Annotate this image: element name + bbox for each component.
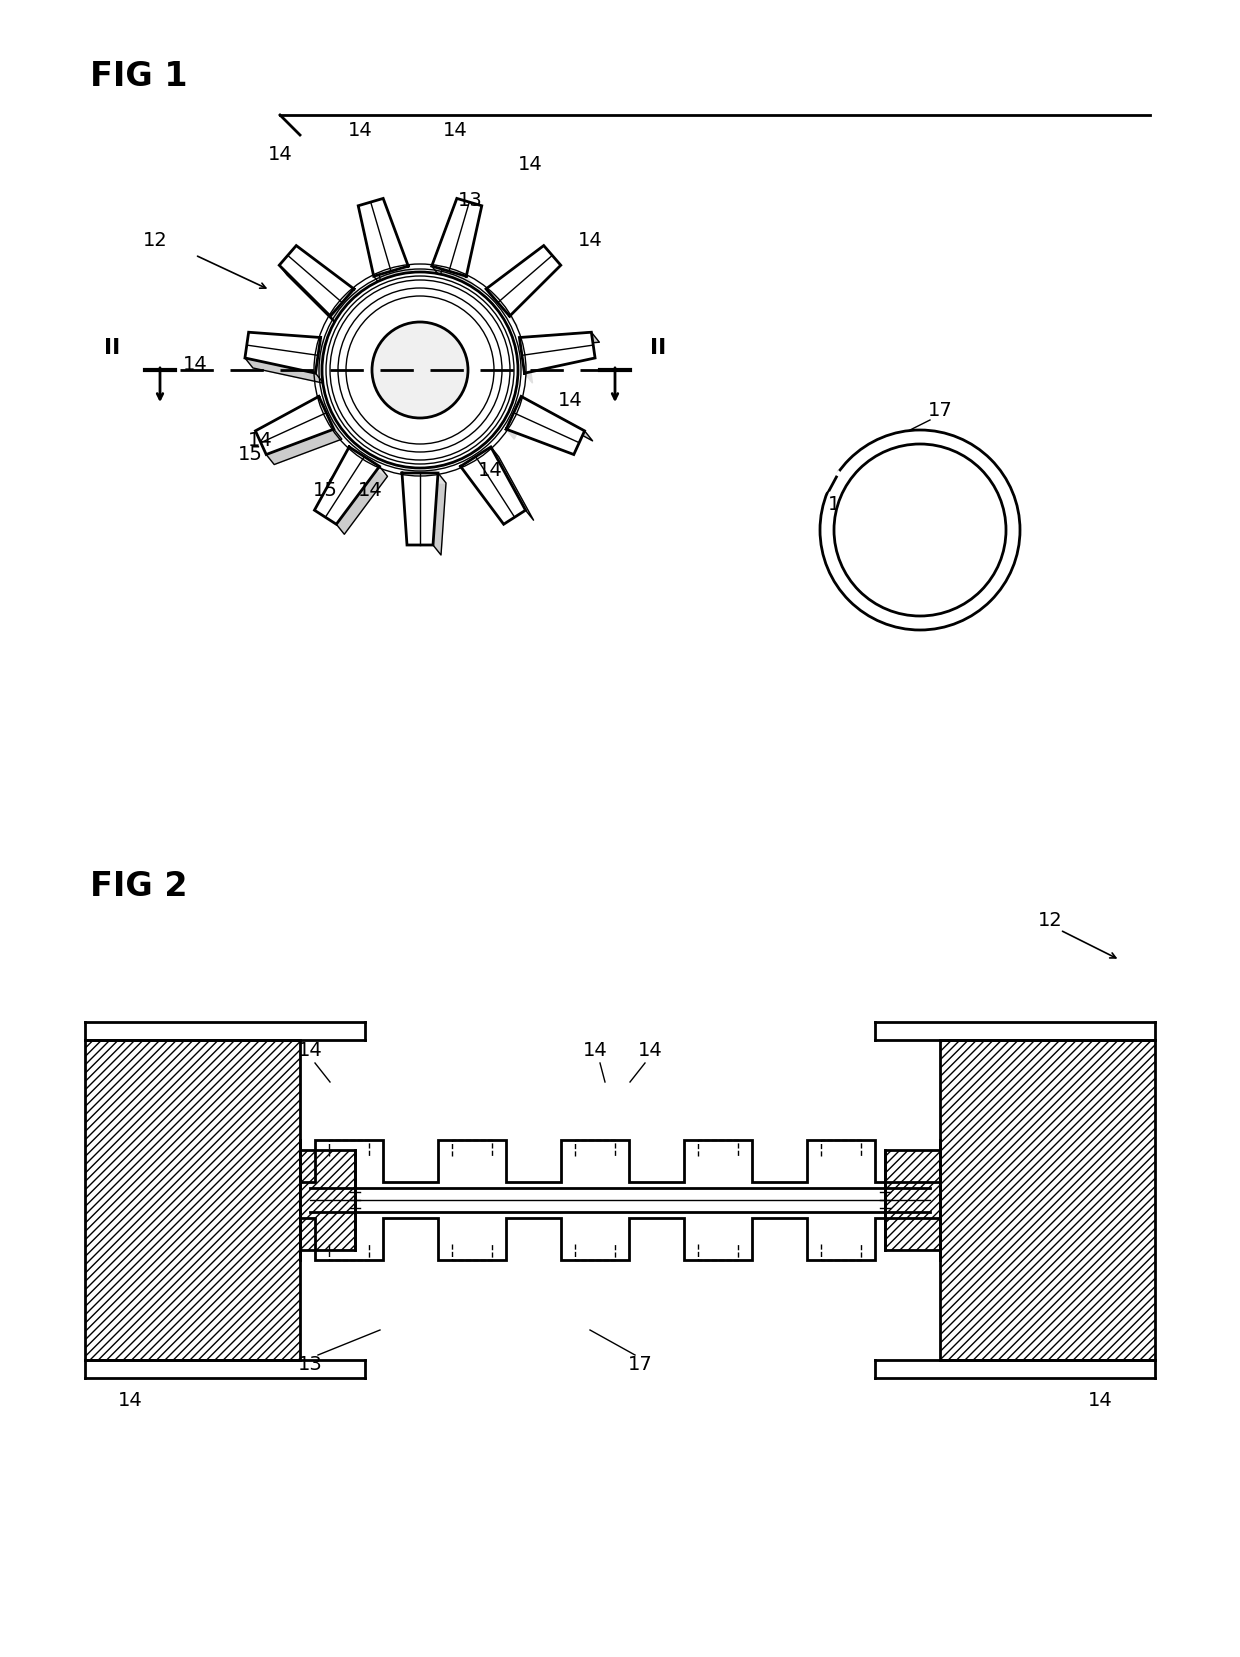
Text: 14: 14 bbox=[347, 121, 372, 139]
Polygon shape bbox=[358, 199, 408, 277]
Polygon shape bbox=[315, 447, 379, 524]
Text: 13: 13 bbox=[458, 191, 482, 209]
Text: 18: 18 bbox=[827, 495, 852, 515]
Bar bbox=[86, 1041, 300, 1360]
Polygon shape bbox=[432, 199, 465, 277]
Text: 14: 14 bbox=[182, 356, 207, 374]
Polygon shape bbox=[460, 447, 498, 476]
Polygon shape bbox=[350, 447, 387, 476]
Polygon shape bbox=[330, 288, 362, 326]
Text: 17: 17 bbox=[627, 1355, 652, 1375]
Circle shape bbox=[835, 444, 1006, 616]
Text: 16: 16 bbox=[438, 361, 463, 379]
Polygon shape bbox=[486, 288, 517, 326]
Text: 12: 12 bbox=[1038, 910, 1063, 930]
Polygon shape bbox=[319, 396, 342, 439]
Text: 13: 13 bbox=[298, 1355, 322, 1375]
Circle shape bbox=[820, 431, 1021, 630]
Polygon shape bbox=[433, 472, 446, 555]
Polygon shape bbox=[491, 447, 533, 520]
Polygon shape bbox=[520, 338, 532, 383]
Polygon shape bbox=[486, 245, 552, 298]
Polygon shape bbox=[506, 396, 584, 454]
Text: II: II bbox=[650, 338, 666, 358]
Polygon shape bbox=[336, 466, 387, 534]
Polygon shape bbox=[460, 447, 526, 524]
Polygon shape bbox=[246, 358, 324, 383]
Text: 15: 15 bbox=[238, 446, 263, 464]
Circle shape bbox=[372, 321, 467, 418]
Text: 14: 14 bbox=[558, 391, 583, 409]
Polygon shape bbox=[486, 245, 560, 316]
Polygon shape bbox=[402, 472, 446, 482]
Polygon shape bbox=[432, 199, 482, 277]
Text: 14: 14 bbox=[583, 1041, 608, 1059]
Polygon shape bbox=[255, 396, 334, 454]
Polygon shape bbox=[315, 338, 329, 383]
Text: 14: 14 bbox=[248, 431, 273, 449]
Text: 15: 15 bbox=[312, 481, 337, 499]
Polygon shape bbox=[520, 331, 595, 373]
Polygon shape bbox=[358, 205, 382, 287]
Polygon shape bbox=[432, 267, 474, 287]
Text: II: II bbox=[104, 338, 120, 358]
Polygon shape bbox=[267, 429, 342, 464]
Text: 14: 14 bbox=[578, 230, 603, 250]
Text: 17: 17 bbox=[928, 401, 952, 419]
Bar bbox=[940, 1041, 1154, 1360]
Text: 14: 14 bbox=[1087, 1390, 1112, 1410]
Text: 12: 12 bbox=[143, 230, 167, 250]
Bar bbox=[300, 1140, 940, 1259]
Polygon shape bbox=[279, 245, 353, 316]
Text: 14: 14 bbox=[517, 156, 542, 174]
Text: 14: 14 bbox=[268, 146, 293, 164]
Polygon shape bbox=[521, 396, 593, 441]
Text: 14: 14 bbox=[357, 481, 382, 499]
Text: 14: 14 bbox=[637, 1041, 662, 1059]
Text: 14: 14 bbox=[118, 1390, 143, 1410]
Polygon shape bbox=[373, 267, 417, 287]
Polygon shape bbox=[520, 331, 599, 348]
Text: FIG 2: FIG 2 bbox=[91, 870, 187, 903]
Text: FIG 1: FIG 1 bbox=[91, 60, 187, 93]
Bar bbox=[300, 1150, 355, 1249]
Circle shape bbox=[322, 272, 518, 467]
Text: 14: 14 bbox=[298, 1041, 322, 1059]
Bar bbox=[885, 1150, 940, 1249]
Polygon shape bbox=[279, 265, 339, 326]
Polygon shape bbox=[246, 331, 321, 373]
Text: 14: 14 bbox=[477, 461, 502, 479]
Polygon shape bbox=[402, 472, 438, 545]
Polygon shape bbox=[506, 396, 529, 439]
Text: 14: 14 bbox=[443, 121, 467, 139]
